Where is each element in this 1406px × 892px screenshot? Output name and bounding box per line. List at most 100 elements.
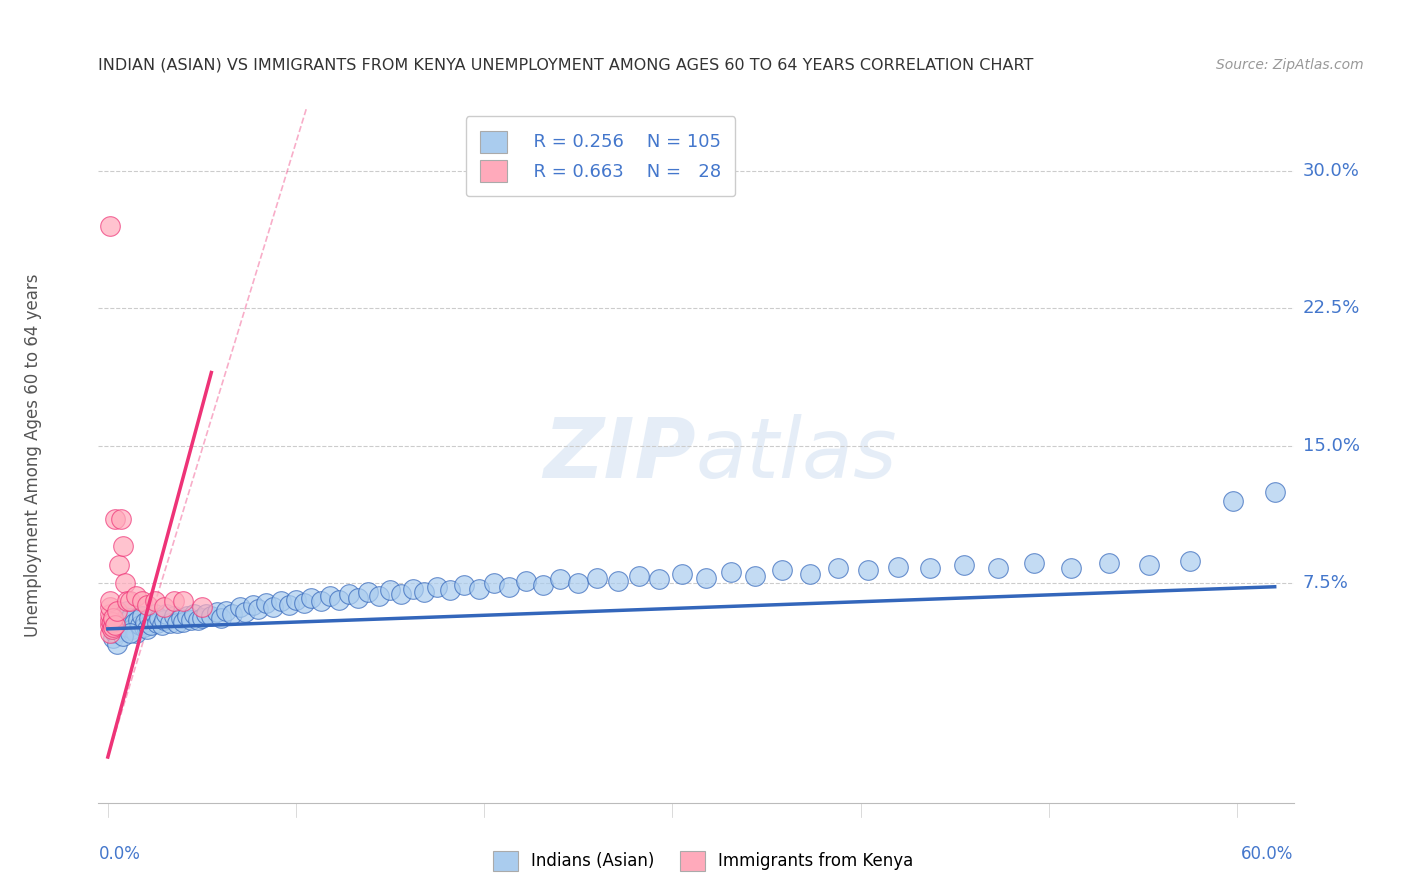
Legend: Indians (Asian), Immigrants from Kenya: Indians (Asian), Immigrants from Kenya bbox=[485, 842, 921, 880]
Point bbox=[122, 616, 145, 631]
Point bbox=[108, 558, 131, 572]
Point bbox=[720, 565, 742, 579]
Point bbox=[799, 566, 821, 581]
Point bbox=[887, 559, 910, 574]
Point bbox=[98, 594, 121, 608]
Point bbox=[134, 615, 156, 629]
Point bbox=[586, 571, 609, 585]
Point bbox=[100, 618, 122, 632]
Text: 30.0%: 30.0% bbox=[1303, 162, 1360, 180]
Point bbox=[104, 512, 127, 526]
Point bbox=[856, 563, 879, 577]
Point bbox=[131, 609, 153, 624]
Point bbox=[328, 592, 350, 607]
Text: 7.5%: 7.5% bbox=[1303, 574, 1348, 592]
Point bbox=[103, 620, 125, 634]
Point bbox=[285, 592, 308, 607]
Point bbox=[120, 611, 142, 625]
Point bbox=[277, 598, 299, 612]
Point bbox=[1222, 493, 1244, 508]
Point bbox=[378, 583, 401, 598]
Point bbox=[299, 591, 322, 605]
Text: 60.0%: 60.0% bbox=[1241, 845, 1294, 863]
Point bbox=[115, 615, 138, 629]
Point bbox=[172, 594, 194, 608]
Point bbox=[770, 563, 793, 577]
Point bbox=[104, 625, 127, 640]
Point bbox=[110, 512, 132, 526]
Point bbox=[254, 596, 277, 610]
Point bbox=[347, 591, 370, 605]
Point bbox=[145, 616, 167, 631]
Point bbox=[98, 607, 121, 622]
Point bbox=[111, 609, 134, 624]
Point bbox=[159, 616, 181, 631]
Point bbox=[367, 589, 389, 603]
Point bbox=[482, 576, 505, 591]
Point bbox=[105, 636, 128, 650]
Point bbox=[987, 561, 1010, 575]
Point bbox=[136, 598, 159, 612]
Point bbox=[270, 594, 292, 608]
Point bbox=[1264, 484, 1286, 499]
Point bbox=[498, 580, 520, 594]
Point bbox=[627, 568, 650, 582]
Point bbox=[152, 618, 174, 632]
Text: 22.5%: 22.5% bbox=[1303, 300, 1361, 318]
Point bbox=[163, 594, 186, 608]
Text: Unemployment Among Ages 60 to 64 years: Unemployment Among Ages 60 to 64 years bbox=[24, 273, 42, 637]
Point bbox=[143, 594, 166, 608]
Point bbox=[103, 631, 125, 645]
Point bbox=[1178, 554, 1201, 568]
Point bbox=[1098, 556, 1121, 570]
Point bbox=[104, 618, 127, 632]
Text: 0.0%: 0.0% bbox=[98, 845, 141, 863]
Point bbox=[104, 625, 127, 640]
Point bbox=[132, 620, 155, 634]
Point bbox=[200, 609, 222, 624]
Point bbox=[105, 603, 128, 617]
Legend:   R = 0.256    N = 105,   R = 0.663    N =   28: R = 0.256 N = 105, R = 0.663 N = 28 bbox=[465, 116, 735, 196]
Point bbox=[205, 606, 228, 620]
Point bbox=[170, 611, 193, 625]
Point bbox=[180, 613, 202, 627]
Point bbox=[356, 585, 378, 599]
Point bbox=[163, 609, 186, 624]
Point bbox=[100, 615, 122, 629]
Point bbox=[548, 573, 571, 587]
Point bbox=[111, 629, 134, 643]
Point bbox=[531, 578, 554, 592]
Point bbox=[125, 589, 148, 603]
Point bbox=[391, 587, 413, 601]
Point bbox=[402, 582, 425, 596]
Point bbox=[98, 613, 121, 627]
Point bbox=[103, 611, 125, 625]
Point bbox=[176, 609, 198, 624]
Point bbox=[671, 566, 693, 581]
Point bbox=[114, 624, 136, 638]
Point bbox=[136, 622, 159, 636]
Text: Source: ZipAtlas.com: Source: ZipAtlas.com bbox=[1216, 58, 1364, 72]
Point bbox=[103, 613, 125, 627]
Point bbox=[247, 601, 270, 615]
Text: INDIAN (ASIAN) VS IMMIGRANTS FROM KENYA UNEMPLOYMENT AMONG AGES 60 TO 64 YEARS C: INDIAN (ASIAN) VS IMMIGRANTS FROM KENYA … bbox=[98, 58, 1033, 73]
Point bbox=[413, 585, 436, 599]
Point bbox=[114, 576, 136, 591]
Text: atlas: atlas bbox=[696, 415, 897, 495]
Point bbox=[115, 594, 138, 608]
Point bbox=[221, 607, 243, 622]
Point bbox=[648, 573, 671, 587]
Point bbox=[191, 599, 214, 614]
Point bbox=[153, 599, 176, 614]
Point bbox=[138, 611, 160, 625]
Point bbox=[426, 580, 449, 594]
Point bbox=[128, 618, 150, 632]
Point bbox=[98, 599, 121, 614]
Point bbox=[111, 540, 134, 554]
Point bbox=[153, 613, 176, 627]
Point bbox=[1022, 556, 1045, 570]
Point bbox=[953, 558, 976, 572]
Point bbox=[194, 607, 217, 622]
Point bbox=[155, 607, 177, 622]
Text: 15.0%: 15.0% bbox=[1303, 437, 1360, 455]
